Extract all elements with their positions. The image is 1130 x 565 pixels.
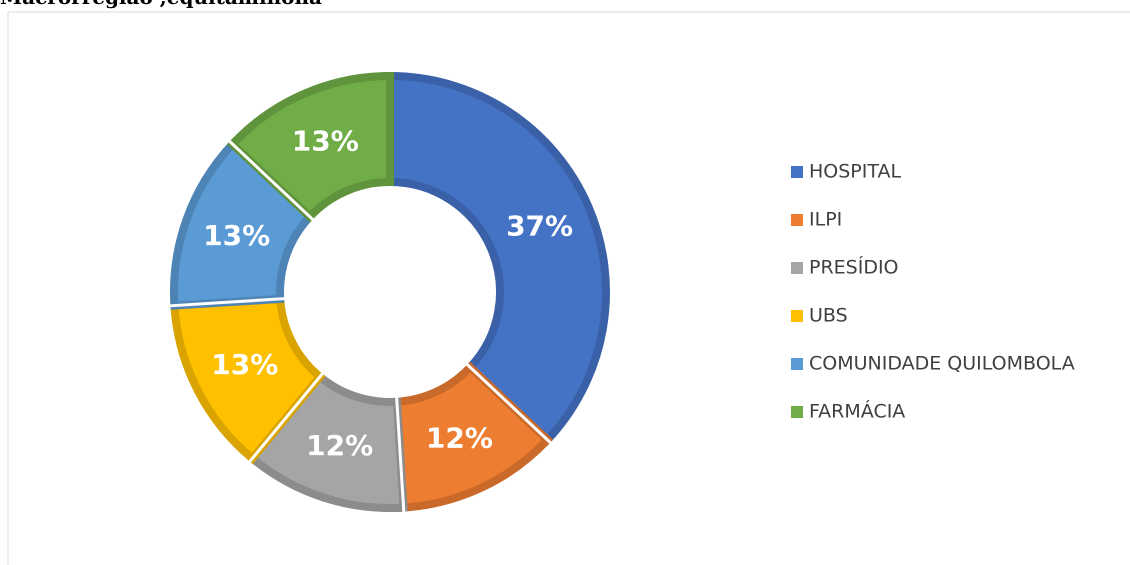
- donut-slice: [226, 71, 394, 223]
- data-label: 12%: [426, 421, 493, 454]
- chart-title: Macrorregião ,equitaminona: [0, 0, 322, 9]
- legend-swatch: [791, 358, 803, 370]
- slice-gap: [464, 362, 553, 446]
- legend-swatch: [791, 214, 803, 226]
- legend-label: COMUNIDADE QUILOMBOLA: [809, 353, 1075, 375]
- data-label: 13%: [211, 348, 278, 381]
- legend-swatch: [791, 406, 803, 418]
- legend-label: HOSPITAL: [809, 161, 901, 183]
- slice-gap: [395, 395, 406, 514]
- legend-swatch: [791, 310, 803, 322]
- legend-label: UBS: [809, 305, 848, 327]
- donut-slice: [386, 71, 610, 446]
- legend-label: PRESÍDIO: [809, 256, 899, 279]
- slice-gap: [247, 371, 325, 465]
- slice-gap: [227, 138, 316, 222]
- data-label: 13%: [292, 124, 359, 157]
- legend-label: FARMÁCIA: [809, 400, 905, 423]
- legend-swatch: [791, 166, 803, 178]
- data-label: 12%: [306, 429, 373, 462]
- data-label: 13%: [203, 219, 270, 252]
- legend-swatch: [791, 262, 803, 274]
- slice-gap: [168, 297, 287, 308]
- data-label: 37%: [506, 209, 573, 242]
- legend-label: ILPI: [809, 209, 842, 231]
